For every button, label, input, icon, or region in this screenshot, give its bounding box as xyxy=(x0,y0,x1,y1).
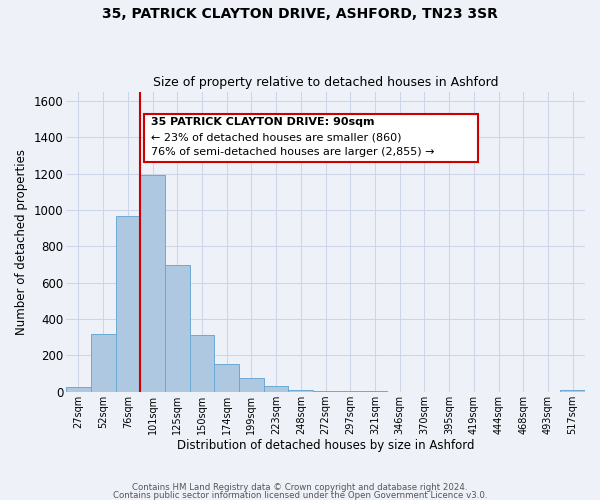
Bar xyxy=(560,390,585,392)
Bar xyxy=(190,336,214,392)
Text: Contains HM Land Registry data © Crown copyright and database right 2024.: Contains HM Land Registry data © Crown c… xyxy=(132,484,468,492)
Title: Size of property relative to detached houses in Ashford: Size of property relative to detached ho… xyxy=(153,76,498,90)
Bar xyxy=(116,216,140,392)
Bar xyxy=(313,391,338,392)
Text: 35 PATRICK CLAYTON DRIVE: 90sqm: 35 PATRICK CLAYTON DRIVE: 90sqm xyxy=(151,118,375,128)
X-axis label: Distribution of detached houses by size in Ashford: Distribution of detached houses by size … xyxy=(177,440,474,452)
Bar xyxy=(239,378,264,392)
Bar xyxy=(214,364,239,392)
Y-axis label: Number of detached properties: Number of detached properties xyxy=(15,149,28,335)
Bar xyxy=(264,386,289,392)
Bar xyxy=(140,174,165,392)
Text: ← 23% of detached houses are smaller (860): ← 23% of detached houses are smaller (86… xyxy=(151,133,402,143)
Bar xyxy=(165,264,190,392)
Bar xyxy=(91,334,116,392)
Bar xyxy=(289,390,313,392)
Bar xyxy=(66,387,91,392)
Text: 76% of semi-detached houses are larger (2,855) →: 76% of semi-detached houses are larger (… xyxy=(151,147,435,157)
FancyBboxPatch shape xyxy=(144,114,478,162)
Text: Contains public sector information licensed under the Open Government Licence v3: Contains public sector information licen… xyxy=(113,491,487,500)
Text: 35, PATRICK CLAYTON DRIVE, ASHFORD, TN23 3SR: 35, PATRICK CLAYTON DRIVE, ASHFORD, TN23… xyxy=(102,8,498,22)
